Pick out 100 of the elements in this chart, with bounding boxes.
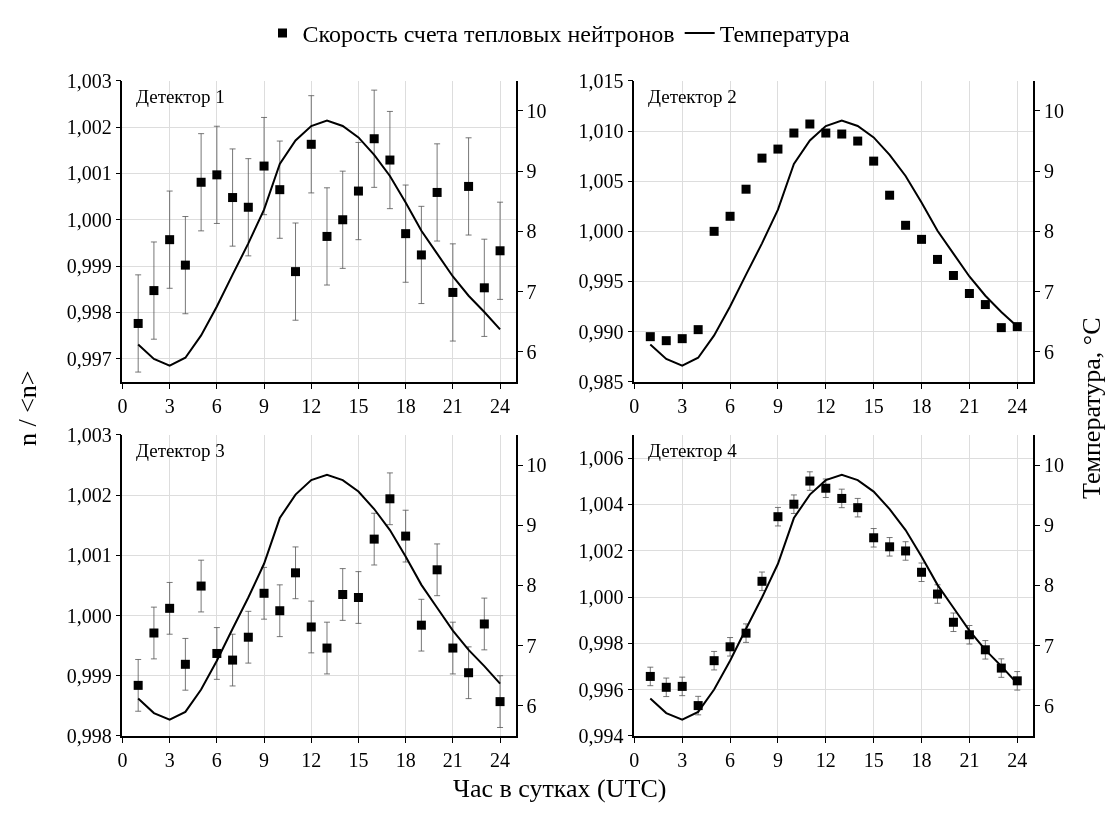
point (725, 642, 735, 652)
point (385, 494, 395, 504)
point (243, 202, 253, 212)
y-tick-label: 1,002 (66, 484, 112, 507)
point (964, 289, 974, 299)
y2-tick-label: 8 (526, 220, 537, 243)
x-tick-label: 0 (629, 748, 640, 771)
point (432, 565, 442, 575)
x-tick-label: 15 (863, 394, 884, 417)
y-tick-label: 1,001 (66, 544, 112, 567)
point (725, 211, 735, 221)
point (448, 287, 458, 297)
x-tick-label: 6 (211, 394, 222, 417)
x-tick-label: 3 (164, 394, 175, 417)
chart-title: Детектор 3 (136, 440, 225, 461)
point (259, 588, 269, 598)
y-tick-label: 1,005 (578, 170, 624, 193)
point (306, 139, 316, 149)
y-tick-label: 1,000 (578, 220, 624, 243)
x-tick-label: 0 (117, 394, 128, 417)
point (917, 234, 927, 244)
point (661, 682, 671, 692)
x-tick-label: 3 (677, 394, 688, 417)
y-tick-label: 0,998 (66, 724, 112, 747)
point (401, 531, 411, 541)
point (448, 643, 458, 653)
point (805, 476, 815, 486)
point (291, 267, 301, 277)
x-axis-title: Час в сутках (UTC) (453, 774, 667, 803)
point (932, 254, 942, 264)
point (401, 229, 411, 239)
point (165, 235, 175, 245)
point (479, 619, 489, 629)
y-tick-label: 1,004 (578, 493, 624, 516)
point (773, 144, 783, 154)
point (353, 593, 363, 602)
point (645, 332, 655, 342)
y-tick-label: 1,000 (66, 208, 112, 231)
y2-tick-label: 8 (526, 574, 537, 597)
point (306, 622, 316, 632)
point (149, 628, 159, 638)
y-tick-label: 0,998 (66, 301, 112, 324)
x-tick-label: 18 (911, 394, 932, 417)
y2-tick-label: 10 (1043, 99, 1064, 122)
point (464, 668, 474, 678)
x-tick-label: 9 (259, 748, 270, 771)
point (837, 493, 847, 503)
point (275, 606, 285, 616)
point (741, 184, 751, 194)
x-tick-label: 3 (677, 748, 688, 771)
point (948, 617, 958, 627)
y-tick-label: 1,003 (66, 424, 112, 446)
y2-tick-label: 7 (526, 280, 537, 303)
point (275, 185, 285, 195)
point (821, 483, 831, 493)
x-tick-label: 18 (395, 748, 416, 771)
y2-tick-label: 6 (1043, 340, 1054, 363)
y2-axis-title: Температура, °C (1076, 317, 1106, 499)
point (996, 323, 1006, 333)
point (757, 153, 767, 163)
x-tick-label: 12 (815, 748, 836, 771)
point (228, 655, 238, 665)
point (869, 533, 879, 543)
y-tick-label: 0,996 (578, 678, 624, 701)
point (338, 215, 348, 225)
point (259, 161, 269, 171)
point (853, 136, 863, 146)
point (385, 155, 395, 165)
y-tick-label: 1,002 (578, 539, 624, 562)
x-tick-label: 21 (442, 394, 463, 417)
y2-tick-label: 9 (1043, 160, 1054, 183)
y2-tick-label: 9 (526, 160, 537, 183)
x-tick-label: 24 (490, 748, 511, 771)
y-tick-label: 0,985 (578, 370, 624, 393)
point (322, 643, 332, 653)
point (917, 567, 927, 577)
y-tick-label: 0,998 (578, 632, 624, 655)
y-tick-label: 0,995 (578, 270, 624, 293)
point (837, 129, 847, 139)
x-tick-label: 24 (1007, 748, 1028, 771)
y2-tick-label: 7 (1043, 280, 1054, 303)
point (645, 671, 655, 681)
point (291, 568, 301, 578)
y2-tick-label: 10 (526, 99, 547, 122)
point (661, 336, 671, 346)
point (243, 632, 253, 642)
x-tick-label: 3 (164, 748, 175, 771)
point (495, 697, 505, 707)
x-tick-label: 12 (301, 748, 322, 771)
point (773, 512, 783, 522)
x-tick-label: 24 (1007, 394, 1028, 417)
point (416, 620, 426, 630)
point (709, 656, 719, 666)
point (479, 283, 489, 293)
y-tick-label: 1,010 (578, 120, 624, 143)
x-tick-label: 21 (959, 748, 980, 771)
x-tick-label: 9 (259, 394, 270, 417)
y2-tick-label: 8 (1043, 574, 1054, 597)
point (196, 177, 206, 187)
point (789, 128, 799, 138)
